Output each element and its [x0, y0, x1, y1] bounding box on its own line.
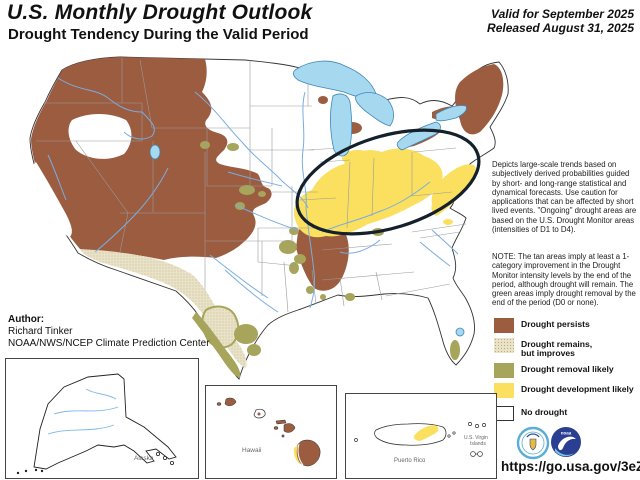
legend-label: Drought development likely	[521, 383, 634, 394]
puerto-rico-inset-map: Puerto Rico U.S. Virgin Islands	[345, 393, 497, 479]
mona-island	[354, 438, 358, 442]
alaska-outline	[33, 373, 177, 470]
legend-item-removal: Drought removal likely	[494, 362, 640, 378]
virgin-islands-label-line1: U.S. Virgin	[464, 435, 488, 441]
legend-label: Drought persists	[521, 319, 590, 329]
legend-swatch-persists	[494, 318, 514, 333]
hawaii-label: Hawaii	[242, 447, 262, 454]
big-island-persists	[295, 439, 321, 467]
drought-development-regions	[293, 148, 476, 238]
outlook-url: https://go.usa.gov/3eZGd	[501, 459, 640, 474]
department-of-commerce-seal	[516, 426, 550, 460]
noaa-logo-text: noaa	[561, 431, 572, 436]
alaska-inset-map: Alaska	[5, 358, 199, 479]
big-island-white-sliver	[297, 443, 304, 466]
legend-label: No drought	[521, 406, 568, 417]
no-drought-cutouts	[32, 114, 132, 237]
legend-label: Drought removal likely	[521, 363, 614, 374]
author-org: NOAA/NWS/NCEP Climate Prediction Center	[8, 338, 210, 349]
legend-label-line1: Drought remains,	[521, 339, 593, 349]
legend-label-line2: but improves	[521, 347, 575, 358]
legend-label: Drought remains, but improves	[521, 338, 592, 358]
legend-swatch-development	[494, 382, 514, 398]
lake-ontario	[435, 105, 467, 122]
puerto-rico-development-region	[413, 425, 439, 441]
map-note: NOTE: The tan areas imply at least a 1-c…	[492, 252, 636, 308]
author-block: Author: Richard Tinker NOAA/NWS/NCEP Cli…	[8, 314, 210, 350]
legend-swatch-remains	[494, 338, 514, 353]
page-subtitle: Drought Tendency During the Valid Period	[8, 26, 309, 43]
released-line: Released August 31, 2025	[487, 21, 634, 35]
author-heading: Author:	[8, 314, 45, 325]
valid-for-line: Valid for September 2025	[491, 7, 634, 21]
legend-item-development: Drought development likely	[494, 382, 640, 398]
agency-logos: noaa	[516, 426, 581, 460]
map-description: Depicts large-scale trends based on subj…	[492, 160, 637, 235]
aleutian-islands	[16, 468, 44, 475]
great-lakes	[149, 60, 467, 337]
legend: Drought persists Drought remains, but im…	[494, 318, 640, 426]
valid-period-block: Valid for September 2025 Released August…	[487, 7, 634, 35]
puerto-rico-label: Puerto Rico	[394, 458, 426, 464]
legend-swatch-no-drought	[494, 405, 514, 421]
legend-item-no-drought: No drought	[494, 405, 640, 421]
lake-huron	[355, 92, 394, 127]
lake-okeechobee	[455, 327, 465, 337]
page-title: U.S. Monthly Drought Outlook	[7, 1, 313, 24]
virgin-islands-label-line2: Islands	[470, 441, 486, 447]
hawaii-islands	[216, 397, 296, 438]
hawaii-inset-map: Hawaii	[205, 385, 337, 479]
state-borders	[36, 58, 467, 313]
oahu-drought-spot	[257, 412, 261, 416]
alaska-rivers	[47, 388, 119, 435]
panhandle-islands	[155, 452, 174, 466]
big-island-development	[293, 445, 301, 464]
development-annotation-ellipse	[295, 128, 481, 236]
alaska-label: Alaska	[134, 455, 154, 462]
noaa-logo: noaa	[551, 427, 581, 457]
lake-michigan	[330, 93, 353, 157]
virgin-islands-shapes	[468, 422, 486, 457]
conus-drought-map	[29, 56, 509, 380]
vieques-culebra-islands	[447, 431, 456, 438]
great-salt-lake	[149, 144, 161, 160]
legend-item-persists: Drought persists	[494, 318, 640, 333]
legend-item-remains: Drought remains, but improves	[494, 338, 640, 358]
legend-swatch-removal	[494, 362, 514, 378]
author-name: Richard Tinker	[8, 326, 73, 337]
rivers	[47, 77, 459, 313]
